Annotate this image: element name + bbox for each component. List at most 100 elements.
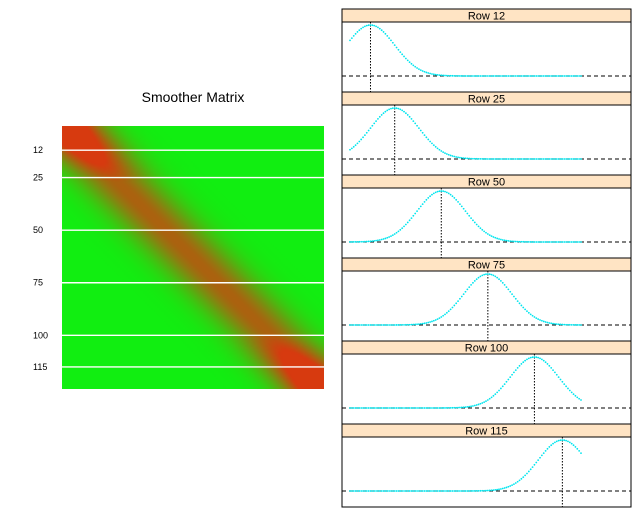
panel-plot-area bbox=[341, 436, 632, 508]
weight-point bbox=[382, 112, 385, 115]
weight-point bbox=[464, 406, 467, 409]
weight-point bbox=[388, 37, 391, 39]
weight-point bbox=[457, 200, 459, 203]
weight-point bbox=[447, 74, 450, 77]
weight-point bbox=[505, 75, 508, 77]
weight-point bbox=[393, 107, 396, 109]
weight-point bbox=[455, 490, 458, 492]
weight-point bbox=[499, 488, 502, 490]
weight-point bbox=[511, 484, 513, 487]
weight-point bbox=[483, 75, 486, 77]
weight-point bbox=[518, 479, 521, 482]
weight-point bbox=[397, 490, 400, 492]
weight-point bbox=[576, 396, 579, 399]
weight-point bbox=[533, 241, 536, 243]
weight-point bbox=[507, 485, 510, 488]
weight-point bbox=[453, 155, 456, 158]
weight-point bbox=[570, 442, 573, 445]
weight-point bbox=[406, 59, 409, 62]
weight-point bbox=[490, 489, 493, 492]
weight-point bbox=[427, 490, 430, 492]
weight-point bbox=[445, 191, 448, 194]
weight-point bbox=[408, 407, 411, 409]
weight-point bbox=[470, 490, 472, 492]
weight-point bbox=[386, 490, 389, 492]
weight-point bbox=[401, 109, 404, 112]
weight-point bbox=[423, 322, 426, 325]
weight-point bbox=[537, 318, 540, 321]
weight-point bbox=[477, 157, 480, 160]
weight-point bbox=[436, 190, 439, 193]
weight-point bbox=[399, 51, 402, 54]
weight-point bbox=[518, 158, 521, 160]
weight-point bbox=[527, 357, 530, 360]
weight-point bbox=[473, 490, 476, 492]
weight-point bbox=[384, 237, 387, 240]
weight-point bbox=[371, 407, 374, 409]
weight-point bbox=[453, 197, 456, 199]
weight-point bbox=[533, 463, 536, 466]
weight-point bbox=[567, 241, 569, 243]
weight-point bbox=[358, 140, 361, 143]
weight-point bbox=[563, 323, 566, 326]
weight-point bbox=[526, 472, 528, 475]
weight-point bbox=[429, 490, 432, 492]
weight-point bbox=[535, 158, 538, 160]
weight-point bbox=[555, 241, 558, 243]
weight-point bbox=[540, 75, 543, 77]
weight-point bbox=[367, 324, 370, 326]
weight-point bbox=[386, 34, 389, 37]
weight-point bbox=[367, 490, 370, 492]
weight-point bbox=[557, 158, 560, 160]
weight-point bbox=[375, 407, 377, 409]
weight-point bbox=[399, 407, 402, 409]
weight-point bbox=[364, 490, 366, 492]
weight-point bbox=[391, 234, 394, 237]
heatmap-row-tick-label: 25 bbox=[33, 173, 43, 183]
weight-point bbox=[373, 24, 376, 27]
weight-point bbox=[449, 406, 452, 409]
weight-point bbox=[563, 439, 566, 442]
weight-point bbox=[401, 490, 404, 492]
weight-point bbox=[574, 75, 577, 77]
weight-point bbox=[488, 273, 491, 276]
weight-point bbox=[496, 276, 499, 279]
weight-point bbox=[378, 407, 381, 409]
weight-point bbox=[421, 131, 424, 134]
weight-point bbox=[494, 393, 497, 396]
weight-point bbox=[537, 241, 540, 243]
weight-point bbox=[475, 404, 478, 406]
weight-point bbox=[395, 46, 398, 49]
heatmap-row-tick-label: 75 bbox=[33, 278, 43, 288]
weight-point bbox=[481, 158, 484, 160]
weight-point bbox=[395, 490, 398, 492]
weight-point bbox=[356, 490, 359, 492]
weight-point bbox=[365, 490, 368, 492]
weight-point bbox=[421, 203, 424, 205]
weight-point bbox=[390, 490, 392, 492]
weight-point bbox=[360, 324, 363, 326]
weight-point bbox=[470, 217, 472, 220]
weight-point bbox=[567, 323, 569, 326]
weight-point bbox=[492, 394, 495, 397]
weight-point bbox=[378, 115, 381, 118]
weight-point bbox=[531, 466, 534, 469]
weight-point bbox=[362, 407, 364, 409]
weight-point bbox=[546, 321, 549, 324]
weight-point bbox=[429, 407, 432, 409]
weight-point bbox=[418, 323, 420, 326]
weight-point bbox=[356, 240, 359, 243]
weight-point bbox=[358, 29, 361, 32]
weight-point bbox=[524, 240, 527, 243]
weight-point bbox=[390, 107, 392, 110]
weight-point bbox=[514, 158, 517, 160]
weight-point bbox=[498, 75, 500, 77]
weight-point bbox=[580, 241, 582, 243]
panel-strip-label: Row 75 bbox=[468, 260, 505, 272]
weight-point bbox=[559, 158, 562, 160]
weight-point bbox=[453, 406, 456, 409]
weight-point bbox=[349, 490, 351, 492]
weight-point bbox=[360, 138, 363, 141]
row-panel: Row 75 bbox=[341, 257, 632, 342]
